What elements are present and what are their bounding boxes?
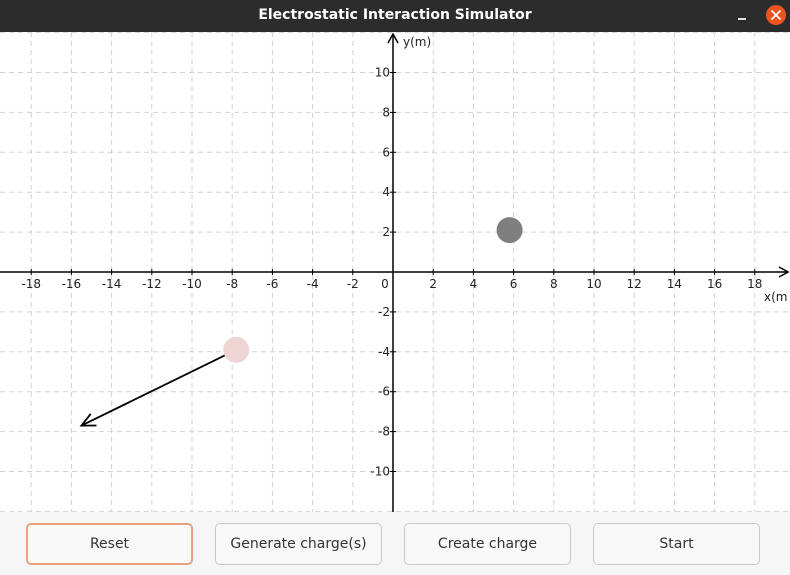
x-tick-label: 10 [586,277,601,291]
y-tick-label: -8 [378,425,390,439]
coordinate-plane[interactable]: x(m y(m) -18 -16 -14 -12 -10 -8 -6 -4 -2 2 4 6 8 10 12 1… [0,32,790,512]
x-tick-label: 8 [550,277,558,291]
charge-fixed[interactable] [496,217,523,244]
y-axis-arrow [387,32,399,44]
y-tick-label: -10 [370,465,390,479]
x-tick-label: 2 [429,277,437,291]
y-tick-label: 2 [382,225,390,239]
reset-button[interactable]: Reset [26,523,193,565]
x-axis-arrow [778,266,790,278]
minimize-icon [738,18,746,20]
y-tick-label: -4 [378,345,390,359]
x-tick-label: -16 [62,277,82,291]
create-charge-button[interactable]: Create charge [404,523,571,565]
x-tick-label: -2 [347,277,359,291]
force-vector-arrowhead [79,413,97,427]
x-tick-label: 16 [707,277,722,291]
x-tick-label: 4 [470,277,478,291]
y-tick-label: -6 [378,385,390,399]
plot-area[interactable]: x(m y(m) -18 -16 -14 -12 -10 -8 -6 -4 -2 2 4 6 8 10 12 1… [0,32,790,512]
minimize-button[interactable] [732,6,752,26]
x-tick-label: -10 [182,277,202,291]
grid [0,32,790,512]
y-tick-label: 6 [382,145,390,159]
y-tick-label: 10 [375,66,390,80]
x-tick-label: 14 [667,277,682,291]
x-tick-label: 18 [747,277,762,291]
x-axis-label: x(m [764,290,787,304]
y-axis-label: y(m) [403,35,431,49]
x-tick-label: -8 [226,277,238,291]
generate-charges-button[interactable]: Generate charge(s) [215,523,382,565]
x-tick-label: -4 [307,277,319,291]
x-tick-label: -18 [21,277,41,291]
close-button[interactable] [766,5,786,25]
origin-label: 0 [381,277,389,291]
control-bar: Reset Generate charge(s) Create charge S… [0,512,790,575]
ticks: -18 -16 -14 -12 -10 -8 -6 -4 -2 2 4 6 8 10 12 14 16 18 -10… [21,66,762,479]
close-icon [771,10,781,20]
x-tick-label: -12 [142,277,162,291]
force-vector-line [81,348,237,427]
x-tick-label: -6 [266,277,278,291]
y-tick-label: 8 [382,105,390,119]
y-tick-label: -2 [378,305,390,319]
title-bar: Electrostatic Interaction Simulator [0,0,790,32]
start-button[interactable]: Start [593,523,760,565]
y-tick-label: 4 [382,185,390,199]
x-tick-label: 12 [627,277,642,291]
axes: x(m y(m) [0,32,790,512]
window-title: Electrostatic Interaction Simulator [258,7,532,23]
x-tick-label: 6 [510,277,518,291]
charge-placed[interactable] [223,336,250,363]
force-vectors [79,348,237,427]
x-tick-label: -14 [102,277,122,291]
charges[interactable] [223,217,523,363]
